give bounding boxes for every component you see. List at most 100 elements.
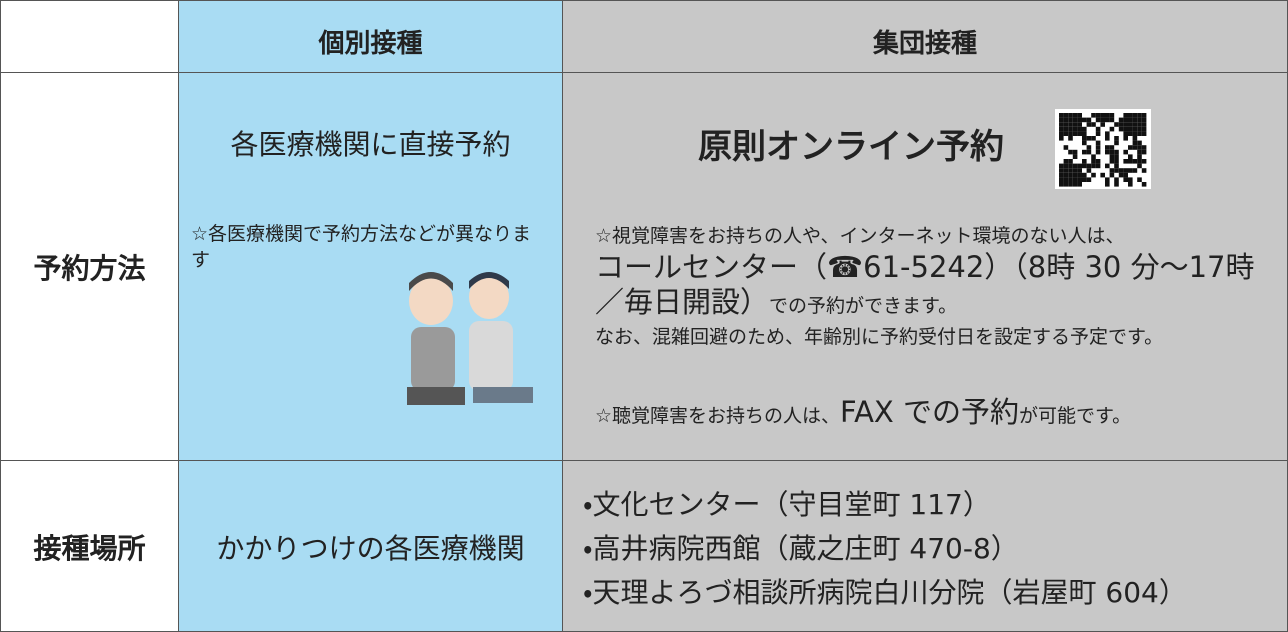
qr-cell xyxy=(1082,126,1087,132)
qr-cell xyxy=(1123,172,1128,178)
qr-cell xyxy=(1059,177,1064,182)
qr-cell xyxy=(1105,149,1110,155)
header-cell: 個別接種 xyxy=(178,0,563,73)
qr-cell xyxy=(1141,117,1147,123)
qr-cell xyxy=(1137,177,1142,182)
hair xyxy=(409,272,453,291)
qr-cell xyxy=(1128,182,1133,187)
legs xyxy=(473,387,533,403)
qr-cell xyxy=(1072,172,1078,178)
qr-cell xyxy=(1068,131,1073,136)
qr-cell xyxy=(1105,182,1110,187)
qr-cell xyxy=(1123,117,1128,123)
qr-cell xyxy=(1091,172,1096,178)
qr-cell xyxy=(1068,177,1073,182)
qr-cell xyxy=(1128,159,1133,164)
qr-cell xyxy=(1128,145,1133,150)
cell-text: 各医療機関に直接予約 xyxy=(230,128,511,161)
head xyxy=(409,277,453,325)
qr-cell xyxy=(1100,172,1105,178)
qr-cell xyxy=(1059,126,1064,132)
qr-cell xyxy=(1077,131,1082,136)
qr-cell xyxy=(1072,126,1078,132)
qr-code xyxy=(1055,109,1151,189)
note-text: なお、混雑回避のため、年齢別に予約受付日を設定する予定です。 xyxy=(595,326,1164,348)
qr-cell xyxy=(1137,145,1142,150)
qr-cell xyxy=(1082,117,1087,123)
qr-cell xyxy=(1082,149,1087,155)
qr-cell xyxy=(1132,126,1138,132)
qr-cell xyxy=(1063,113,1069,118)
qr-cell xyxy=(1086,168,1092,173)
qr-cell xyxy=(1063,163,1069,169)
qr-cell xyxy=(1072,163,1078,169)
qr-cell xyxy=(1068,117,1073,123)
qr-cell xyxy=(1114,140,1119,146)
qr-cell xyxy=(1118,172,1124,178)
qr-cell xyxy=(1082,131,1087,136)
qr-cell xyxy=(1118,168,1124,173)
qr-cell xyxy=(1123,113,1128,118)
qr-cell xyxy=(1095,126,1101,132)
qr-cell xyxy=(1091,159,1096,164)
qr-cell xyxy=(1132,117,1138,123)
qr-cell xyxy=(1082,163,1087,169)
qr-cell xyxy=(1059,172,1064,178)
qr-cell xyxy=(1059,136,1064,141)
qr-cell xyxy=(1086,122,1092,127)
qr-cell xyxy=(1105,113,1110,118)
qr-cell xyxy=(1072,177,1078,182)
qr-cell xyxy=(1109,154,1115,159)
qr-cell xyxy=(1141,113,1147,118)
cell-note: ☆各医療機関で予約方法などが異なります xyxy=(191,223,532,271)
qr-cell xyxy=(1128,122,1133,127)
qr-cell xyxy=(1105,136,1110,141)
qr-cell xyxy=(1063,145,1069,150)
qr-cell xyxy=(1128,117,1133,123)
qr-cell xyxy=(1137,159,1142,164)
qr-cell xyxy=(1114,163,1119,169)
qr-cell xyxy=(1095,140,1101,146)
list-item: ・天理よろづ相談所病院白川分院（岩屋町 604） xyxy=(583,576,1187,609)
cell: かかりつけの各医療機関 xyxy=(178,460,563,632)
cell-note: ☆聴覚障害をお持ちの人は、FAX での予約が可能です。 xyxy=(595,389,1275,431)
qr-cell xyxy=(1141,122,1147,127)
qr-cell xyxy=(1118,122,1124,127)
qr-cell xyxy=(1077,117,1082,123)
qr-cell xyxy=(1077,126,1082,132)
qr-cell xyxy=(1077,163,1082,169)
cell: 原則オンライン予約 ☆視覚障害をお持ちの人や、インターネット環境のない人は、 コ… xyxy=(562,72,1288,461)
qr-cell xyxy=(1137,117,1142,123)
qr-cell xyxy=(1086,163,1092,169)
qr-cell xyxy=(1109,145,1115,150)
qr-cell xyxy=(1072,131,1078,136)
qr-cell xyxy=(1123,168,1128,173)
coat xyxy=(469,321,513,391)
qr-cell xyxy=(1082,172,1087,178)
qr-cell xyxy=(1109,113,1115,118)
cell: 各医療機関に直接予約 ☆各医療機関で予約方法などが異なります xyxy=(178,72,563,461)
qr-cell xyxy=(1118,117,1124,123)
qr-cell xyxy=(1095,145,1101,150)
header-text: 個別接種 xyxy=(318,29,423,59)
illustration xyxy=(407,272,533,405)
qr-cell xyxy=(1095,131,1101,136)
qr-cell xyxy=(1077,177,1082,182)
header-cell: 集団接種 xyxy=(562,0,1288,73)
qr-cell xyxy=(1109,172,1115,178)
qr-cell xyxy=(1114,136,1119,141)
qr-cell xyxy=(1068,163,1073,169)
qr-cell xyxy=(1128,177,1133,182)
qr-cell xyxy=(1068,172,1073,178)
qr-cell xyxy=(1068,122,1073,127)
qr-cell xyxy=(1123,126,1128,132)
body xyxy=(411,327,455,391)
qr-cell xyxy=(1137,163,1142,169)
qr-cell xyxy=(1141,145,1147,150)
qr-cell xyxy=(1095,113,1101,118)
qr-cell xyxy=(1105,131,1110,136)
note-emphasis: FAX での予約 xyxy=(840,395,1019,429)
qr-cell xyxy=(1068,182,1073,187)
qr-cell xyxy=(1137,122,1142,127)
